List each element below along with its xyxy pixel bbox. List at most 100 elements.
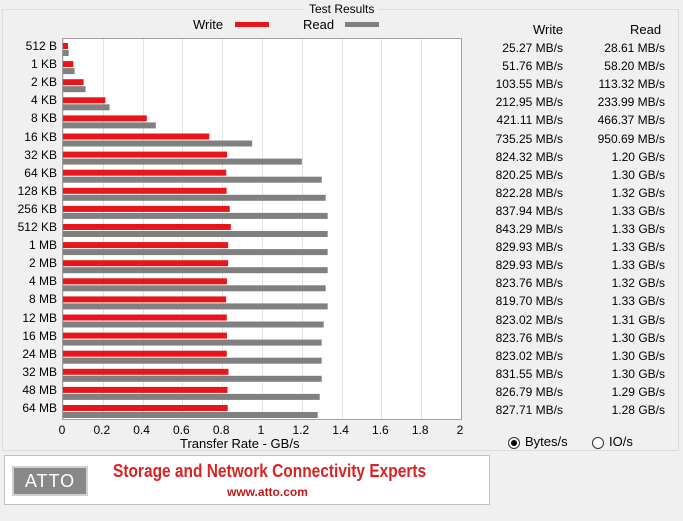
write-value: 25.27 MB/s: [502, 41, 563, 55]
legend-read-label: Read: [303, 17, 335, 32]
io-per-second-label[interactable]: IO/s: [609, 434, 633, 449]
write-value: 824.32 MB/s: [495, 149, 563, 164]
write-bar: [63, 97, 106, 104]
category-label: 1 MB: [28, 238, 57, 253]
write-bar: [63, 350, 227, 357]
write-bar: [63, 260, 229, 267]
read-value: 1.33 GB/s: [611, 294, 665, 309]
write-bar: [63, 332, 227, 339]
read-value: 1.32 GB/s: [611, 185, 665, 200]
read-bar: [63, 303, 328, 310]
read-bar: [63, 393, 320, 400]
category-label: 256 KB: [17, 201, 57, 216]
x-tick-label: 1: [257, 423, 265, 437]
read-bar: [63, 50, 69, 56]
category-label: 8 MB: [28, 292, 57, 307]
read-value: 1.32 GB/s: [611, 276, 665, 291]
bytes-per-second-radio[interactable]: [508, 437, 520, 449]
x-tick-label: 1.6: [372, 423, 389, 437]
read-value: 466.37 MB/s: [597, 113, 665, 128]
write-bar: [63, 368, 229, 375]
read-bar: [63, 68, 75, 75]
read-value: 1.33 GB/s: [611, 240, 665, 255]
category-label: 16 MB: [22, 328, 57, 343]
write-value: 103.55 MB/s: [495, 77, 563, 92]
io-per-second-radio[interactable]: [592, 437, 604, 449]
read-bar: [63, 357, 322, 364]
write-value: 819.70 MB/s: [495, 294, 563, 309]
write-value: 823.76 MB/s: [495, 330, 563, 345]
write-bar: [63, 278, 227, 285]
read-bar: [63, 339, 322, 346]
write-value: 823.76 MB/s: [495, 276, 563, 291]
read-value: 1.30 GB/s: [611, 366, 665, 381]
read-bar: [63, 249, 328, 256]
category-label: 32 KB: [24, 147, 57, 162]
x-tick-label: 2: [456, 423, 464, 437]
legend-read-swatch: [345, 22, 379, 27]
write-bar: [63, 61, 74, 68]
category-label: 2 MB: [28, 256, 57, 271]
category-label: 512 KB: [17, 220, 57, 234]
read-value: 1.30 GB/s: [611, 330, 665, 345]
category-label: 8 KB: [30, 111, 57, 126]
category-label: 4 MB: [28, 274, 57, 289]
category-label: 64 KB: [24, 165, 57, 180]
read-value: 1.20 GB/s: [611, 149, 665, 164]
read-value: 1.33 GB/s: [611, 203, 665, 218]
test-results-title: Test Results: [305, 2, 379, 16]
write-bar: [63, 187, 227, 194]
category-label: 24 MB: [22, 346, 57, 361]
read-bar: [63, 86, 86, 93]
category-label: 4 KB: [30, 93, 57, 108]
x-tick-label: 0.2: [93, 423, 111, 437]
read-bar: [63, 212, 328, 219]
write-column-header: Write: [533, 22, 564, 37]
read-bar: [63, 122, 156, 129]
write-bar: [63, 205, 230, 212]
read-value: 1.33 GB/s: [611, 222, 665, 236]
read-bar: [63, 231, 328, 237]
read-value: 1.33 GB/s: [611, 258, 665, 273]
write-value: 829.93 MB/s: [495, 240, 563, 255]
read-bar: [63, 158, 302, 165]
banner-url[interactable]: www.atto.com: [227, 485, 308, 499]
write-bar: [63, 151, 228, 158]
write-bar: [63, 224, 231, 230]
write-value: 820.25 MB/s: [495, 167, 563, 182]
category-label: 48 MB: [22, 382, 57, 397]
read-bar: [63, 140, 253, 147]
x-tick-label: 1.4: [332, 423, 349, 437]
bytes-per-second-label[interactable]: Bytes/s: [525, 434, 568, 449]
read-bar: [63, 176, 322, 183]
read-bar: [63, 267, 328, 274]
legend-write-label: Write: [193, 17, 224, 32]
read-value: 28.61 MB/s: [604, 41, 665, 55]
read-value: 950.69 MB/s: [597, 131, 665, 146]
read-bar: [63, 412, 318, 418]
read-value: 1.30 GB/s: [611, 348, 665, 363]
write-bar: [63, 169, 227, 176]
atto-banner[interactable]: ATTO Storage and Network Connectivity Ex…: [4, 455, 490, 505]
write-value: 827.71 MB/s: [495, 403, 563, 417]
write-bar: [63, 133, 210, 140]
category-label: 12 MB: [22, 310, 57, 325]
write-value: 421.11 MB/s: [496, 113, 563, 128]
write-value: 829.93 MB/s: [495, 258, 563, 273]
read-value: 1.29 GB/s: [611, 384, 665, 399]
write-bar: [63, 79, 84, 86]
read-value: 233.99 MB/s: [597, 95, 665, 110]
write-bar: [63, 43, 69, 49]
x-tick-label: 0.4: [133, 423, 150, 437]
write-value: 823.02 MB/s: [495, 348, 563, 363]
legend-write-swatch: [235, 22, 269, 27]
read-bar: [63, 285, 326, 292]
plot-area: [62, 38, 462, 420]
category-label: 2 KB: [30, 75, 57, 90]
write-value: 837.94 MB/s: [495, 203, 563, 218]
category-label: 64 MB: [22, 401, 57, 415]
category-label: 512 B: [25, 39, 57, 53]
x-tick-label: 1.2: [292, 423, 310, 437]
write-value: 735.25 MB/s: [495, 131, 563, 146]
category-label: 128 KB: [17, 183, 57, 198]
